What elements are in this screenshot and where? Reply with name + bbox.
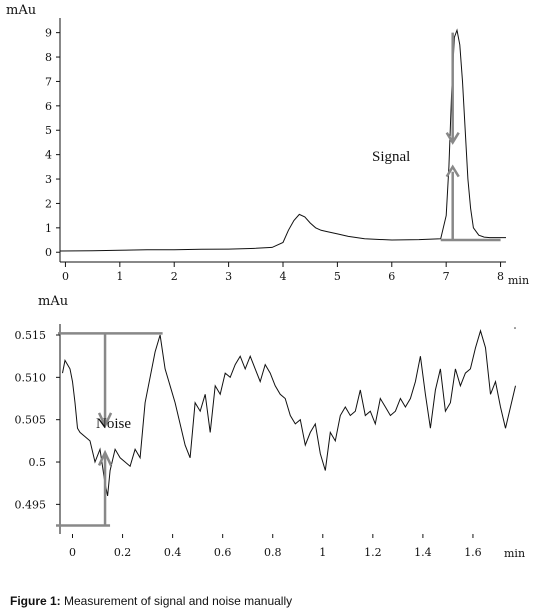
signal-y-tick-label: 3	[45, 173, 52, 186]
signal-chromatogram-line	[59, 28, 506, 252]
noise-x-tick-label: 0.8	[264, 546, 282, 559]
noise-y-axis-label: mAu	[38, 294, 68, 309]
signal-x-tick-label: 8	[497, 270, 504, 283]
signal-chart-ticks: 0 1 2 3 4 5 6 7 8 0 1 2 3 4 5 6 7 8 9	[45, 27, 504, 283]
noise-chart: 0 0.2 0.4 0.6 0.8 1 1.2 1.4 1.6 0.495 0.5 0.505 0.51…	[15, 294, 526, 560]
figure-caption-text: Measurement of signal and noise manually	[60, 594, 293, 608]
noise-chart-ticks: 0 0.2 0.4 0.6 0.8 1 1.2 1.4 1.6 0.495 0.5 0.505 0.51…	[15, 329, 482, 559]
signal-y-tick-label: 9	[45, 27, 52, 40]
signal-y-tick-label: 5	[45, 124, 52, 137]
noise-x-tick-label: 1.2	[364, 546, 382, 559]
figure-caption: Figure 1: Measurement of signal and nois…	[10, 594, 292, 608]
signal-y-tick-label: 2	[45, 197, 52, 210]
signal-down-arrow-head	[445, 132, 460, 145]
noise-x-tick-label: 0.4	[164, 546, 182, 559]
noise-annotation-markers	[56, 327, 516, 527]
noise-up-arrow-head	[97, 449, 113, 466]
signal-y-tick-label: 4	[45, 149, 52, 162]
signal-x-tick-label: 5	[334, 270, 341, 283]
noise-x-tick-label: 1.6	[464, 546, 482, 559]
figure-caption-label: Figure 1:	[10, 594, 61, 608]
noise-x-tick-label: 0.6	[214, 546, 232, 559]
noise-y-tick-label: 0.510	[15, 371, 47, 384]
noise-x-tick-label: 0.2	[114, 546, 132, 559]
signal-y-tick-label: 8	[45, 51, 52, 64]
signal-x-tick-label: 3	[225, 270, 232, 283]
signal-x-tick-label: 6	[388, 270, 395, 283]
signal-x-tick-label: 2	[171, 270, 178, 283]
signal-chart: 0 1 2 3 4 5 6 7 8 0 1 2 3 4 5 6 7 8 9 mAu min Signal	[6, 3, 529, 287]
noise-y-tick-label: 0.505	[15, 414, 47, 427]
signal-annotation-markers	[440, 32, 501, 242]
signal-label: Signal	[372, 149, 410, 165]
noise-x-tick-label: 0	[69, 546, 76, 559]
signal-y-tick-label: 6	[45, 100, 52, 113]
noise-down-arrow-head	[97, 412, 113, 429]
signal-y-axis-label: mAu	[6, 3, 36, 18]
noise-x-tick-label: 1.4	[414, 546, 432, 559]
signal-up-arrow-head	[445, 164, 460, 178]
signal-x-tick-label: 0	[62, 270, 69, 283]
signal-x-tick-label: 4	[280, 270, 287, 283]
signal-x-tick-label: 7	[443, 270, 450, 283]
noise-x-axis-label: min	[504, 547, 525, 560]
noise-y-tick-label: 0.515	[15, 329, 47, 342]
signal-y-tick-label: 7	[45, 75, 52, 88]
noise-baseline-line	[62, 329, 516, 497]
noise-y-tick-label: 0.5	[29, 456, 47, 469]
signal-x-tick-label: 1	[116, 270, 123, 283]
signal-y-tick-label: 1	[45, 222, 52, 235]
noise-label: Noise	[96, 416, 131, 432]
signal-x-axis-label: min	[508, 274, 529, 287]
noise-y-tick-label: 0.495	[15, 498, 47, 511]
noise-stray-dot	[514, 327, 516, 329]
signal-chart-axes	[59, 18, 506, 263]
signal-y-tick-label: 0	[45, 246, 52, 259]
noise-x-tick-label: 1	[319, 546, 326, 559]
